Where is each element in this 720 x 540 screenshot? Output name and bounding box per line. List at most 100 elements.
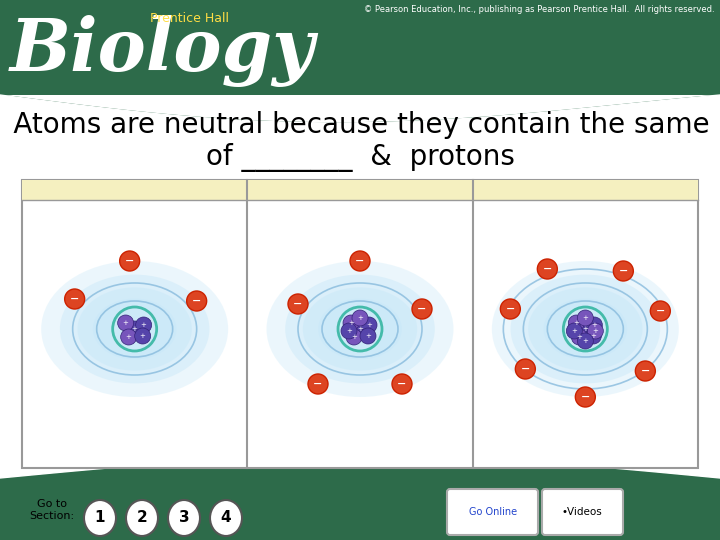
Circle shape bbox=[500, 299, 521, 319]
Text: +: + bbox=[346, 328, 352, 334]
Text: −: − bbox=[505, 304, 515, 314]
Circle shape bbox=[572, 329, 588, 345]
Text: +: + bbox=[577, 334, 582, 340]
Circle shape bbox=[65, 289, 85, 309]
Circle shape bbox=[577, 310, 593, 326]
FancyBboxPatch shape bbox=[447, 489, 538, 535]
Text: +: + bbox=[591, 322, 598, 328]
Text: −: − bbox=[641, 366, 650, 376]
FancyBboxPatch shape bbox=[542, 489, 623, 535]
Circle shape bbox=[341, 323, 357, 339]
Text: −: − bbox=[70, 294, 79, 304]
Circle shape bbox=[308, 374, 328, 394]
Circle shape bbox=[537, 259, 557, 279]
Text: −: − bbox=[355, 256, 365, 266]
Text: +: + bbox=[122, 320, 129, 326]
Text: +: + bbox=[357, 326, 363, 332]
Polygon shape bbox=[0, 0, 720, 95]
Ellipse shape bbox=[93, 299, 176, 360]
Circle shape bbox=[288, 294, 308, 314]
Text: 3: 3 bbox=[179, 510, 189, 525]
Circle shape bbox=[392, 374, 412, 394]
Text: −: − bbox=[125, 256, 135, 266]
Ellipse shape bbox=[60, 275, 210, 383]
Text: −: − bbox=[397, 379, 407, 389]
Circle shape bbox=[568, 315, 585, 331]
Text: +: + bbox=[590, 333, 596, 339]
Circle shape bbox=[577, 321, 593, 337]
Ellipse shape bbox=[126, 500, 158, 536]
Text: +: + bbox=[126, 334, 132, 340]
Text: Biology: Biology bbox=[10, 15, 315, 87]
Text: +: + bbox=[348, 320, 354, 326]
Circle shape bbox=[127, 321, 143, 337]
Ellipse shape bbox=[285, 275, 435, 383]
Circle shape bbox=[567, 323, 582, 339]
Circle shape bbox=[412, 299, 432, 319]
Ellipse shape bbox=[318, 299, 402, 360]
Text: −: − bbox=[521, 364, 530, 374]
Text: +: + bbox=[140, 322, 147, 328]
Ellipse shape bbox=[303, 287, 417, 370]
Polygon shape bbox=[0, 95, 720, 155]
Text: +: + bbox=[351, 334, 357, 340]
Text: +: + bbox=[573, 320, 580, 326]
Circle shape bbox=[361, 317, 377, 333]
Circle shape bbox=[343, 315, 359, 331]
Text: +: + bbox=[572, 328, 577, 334]
Circle shape bbox=[635, 361, 655, 381]
Polygon shape bbox=[0, 448, 720, 478]
Circle shape bbox=[650, 301, 670, 321]
Ellipse shape bbox=[84, 500, 116, 536]
Text: +: + bbox=[132, 326, 138, 332]
Text: −: − bbox=[580, 392, 590, 402]
Text: −: − bbox=[293, 299, 302, 309]
Text: of ________  &  protons: of ________ & protons bbox=[206, 143, 514, 172]
Ellipse shape bbox=[41, 261, 228, 397]
Text: +: + bbox=[357, 315, 363, 321]
Text: •Videos: •Videos bbox=[562, 507, 603, 517]
Polygon shape bbox=[0, 95, 720, 145]
Text: 1: 1 bbox=[95, 510, 105, 525]
Text: −: − bbox=[313, 379, 323, 389]
Text: −: − bbox=[543, 264, 552, 274]
Circle shape bbox=[516, 359, 536, 379]
Circle shape bbox=[585, 328, 601, 344]
Ellipse shape bbox=[492, 261, 679, 397]
Text: © Pearson Education, Inc., publishing as Pearson Prentice Hall.  All rights rese: © Pearson Education, Inc., publishing as… bbox=[364, 5, 715, 14]
Text: −: − bbox=[192, 296, 202, 306]
Circle shape bbox=[121, 329, 137, 345]
Ellipse shape bbox=[266, 261, 454, 397]
Text: 4  Atoms are neutral because they contain the same #: 4 Atoms are neutral because they contain… bbox=[0, 111, 720, 139]
Text: Go Online: Go Online bbox=[469, 507, 517, 517]
Circle shape bbox=[352, 321, 368, 337]
Circle shape bbox=[350, 251, 370, 271]
Circle shape bbox=[588, 323, 603, 339]
Circle shape bbox=[360, 328, 376, 344]
Text: 4: 4 bbox=[221, 510, 231, 525]
Text: Prentice Hall: Prentice Hall bbox=[150, 12, 229, 25]
Ellipse shape bbox=[528, 287, 642, 370]
Circle shape bbox=[575, 387, 595, 407]
Circle shape bbox=[186, 291, 207, 311]
Circle shape bbox=[613, 261, 634, 281]
Circle shape bbox=[120, 251, 140, 271]
Bar bbox=[22, 180, 698, 468]
Text: +: + bbox=[140, 333, 145, 339]
Circle shape bbox=[135, 328, 150, 344]
Text: −: − bbox=[418, 304, 427, 314]
Text: −: − bbox=[656, 306, 665, 316]
Circle shape bbox=[135, 317, 152, 333]
Text: +: + bbox=[366, 322, 372, 328]
Ellipse shape bbox=[544, 299, 627, 360]
Text: +: + bbox=[593, 328, 598, 334]
Text: +: + bbox=[582, 315, 588, 321]
Text: Go to
Section:: Go to Section: bbox=[30, 499, 75, 521]
Circle shape bbox=[352, 310, 368, 326]
Text: −: − bbox=[618, 266, 628, 276]
Circle shape bbox=[577, 333, 593, 349]
Text: +: + bbox=[582, 338, 588, 344]
Ellipse shape bbox=[78, 287, 192, 370]
Ellipse shape bbox=[510, 275, 660, 383]
Bar bbox=[22, 180, 698, 200]
